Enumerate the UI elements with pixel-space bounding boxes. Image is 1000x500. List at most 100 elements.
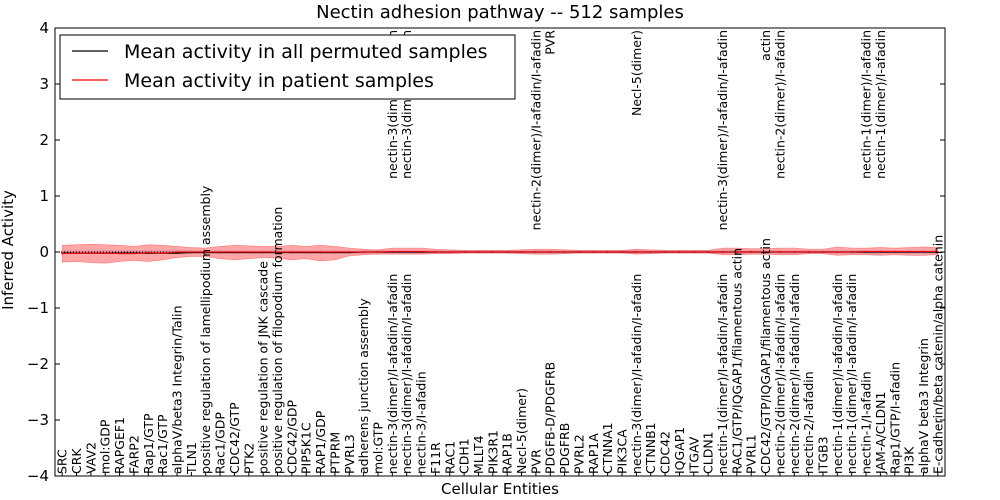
y-tick-label: −4 [27, 467, 49, 485]
y-tick-label: −2 [27, 355, 49, 373]
data-point-s1-44 [692, 251, 695, 253]
data-point-s1-20 [348, 251, 351, 253]
data-point-s1-50 [779, 251, 781, 253]
x-tick-label: positive regulation of filopodium format… [270, 207, 285, 474]
data-point-s1-49 [764, 251, 767, 253]
x-tick-label: nectin-1(dimer)/I-afadin/I-afadin [715, 274, 730, 474]
x-top-label: nectin-2(dimer)/I-afadin/I-afadin [528, 30, 543, 230]
x-tick-label: Rap1/GTP [141, 413, 156, 474]
y-axis-label: Inferred Activity [0, 190, 17, 310]
x-tick-label: RAC1 [442, 441, 457, 474]
data-point-s1-18 [319, 251, 322, 253]
data-point-s1-37 [592, 251, 595, 253]
x-top-label: Necl-5(dimer) [629, 30, 644, 116]
x-axis-label: Cellular Entities [441, 480, 559, 498]
data-point-s1-7 [161, 252, 164, 254]
x-tick-label: positive regulation of JNK cascade [256, 261, 271, 474]
x-tick-label: CDH1 [457, 438, 472, 474]
data-point-s1-45 [707, 251, 709, 253]
x-tick-label: PTPRM [327, 432, 342, 474]
data-point-s1-57 [879, 250, 882, 253]
x-tick-label: RAP1/GDP [313, 410, 328, 474]
x-tick-label: JAM-A/CLDN1 [873, 392, 888, 475]
data-point-s1-2 [90, 252, 92, 254]
data-point-s1-14 [262, 251, 264, 253]
x-tick-label: ITGAV [686, 436, 701, 474]
data-point-s1-8 [176, 251, 178, 253]
x-tick-label: Rap1/GTP/I-afadin [887, 362, 902, 474]
data-point-s1-55 [850, 251, 853, 253]
data-point-s1-23 [391, 250, 394, 253]
data-point-s1-25 [420, 250, 422, 253]
x-top-label: actin [758, 30, 773, 61]
x-tick-label: PVRL2 [571, 434, 586, 474]
x-tick-label: RAC1/GTP/IQGAP1/filamentous actin [729, 248, 744, 474]
x-tick-label: RAP1B [500, 433, 515, 474]
chart-title: Nectin adhesion pathway -- 512 samples [316, 2, 684, 23]
data-point-s1-40 [635, 251, 638, 253]
x-tick-label: TLN1 [184, 442, 199, 475]
data-point-s1-27 [448, 251, 451, 253]
data-point-s1-3 [104, 252, 107, 254]
data-point-s1-0 [61, 252, 63, 255]
x-tick-label: PTK2 [241, 443, 256, 474]
x-tick-label: CDC42/GTP/IQGAP1/filamentous actin [758, 238, 773, 474]
data-point-s1-42 [664, 251, 666, 253]
x-tick-label: CTNNA1 [600, 422, 615, 474]
legend-box [59, 34, 516, 100]
x-tick-label: PIK3R1 [485, 430, 500, 474]
x-tick-label: PVR [528, 449, 543, 474]
data-point-s1-39 [621, 251, 623, 253]
y-tick-label: −1 [27, 299, 49, 317]
data-point-s1-11 [219, 251, 221, 253]
data-point-s1-26 [434, 251, 437, 253]
x-tick-label: adherens junction assembly [356, 298, 371, 474]
data-point-s1-17 [305, 251, 308, 253]
x-top-label: nectin-2(dimer)/I-afadin [772, 30, 787, 179]
x-tick-label: mol:GTP [370, 422, 385, 474]
x-tick-label: Rac1/GDP [213, 412, 228, 474]
data-point-s1-10 [204, 251, 207, 253]
x-tick-label: Rac1/GTP [155, 414, 170, 474]
data-point-s1-35 [563, 251, 566, 253]
x-tick-label: F11R [428, 442, 443, 474]
x-tick-label: PVRL3 [342, 434, 357, 474]
data-point-s1-31 [506, 251, 508, 253]
x-tick-label: SRC [55, 449, 70, 474]
x-tick-label: MLLT4 [471, 435, 486, 474]
data-point-s1-61 [937, 250, 939, 253]
data-point-s1-48 [750, 251, 753, 253]
data-point-s1-12 [233, 251, 236, 253]
legend-label-patient: Mean activity in patient samples [124, 70, 434, 92]
x-tick-label: RAPGEF1 [112, 417, 127, 474]
x-tick-label: PIK3CA [615, 429, 630, 474]
x-tick-label: nectin-3/I-afadin [414, 371, 429, 474]
x-tick-label: nectin-3(dimer)/I-afadin/I-afadin [399, 274, 414, 474]
series-line-1 [62, 250, 938, 255]
data-point-s0-8 [176, 252, 178, 254]
data-point-s1-24 [405, 250, 408, 253]
x-tick-label: RAP1A [586, 433, 601, 474]
x-tick-label: nectin-1(dimer)/I-afadin/I-afadin [830, 274, 845, 474]
data-point-s1-60 [922, 250, 925, 253]
x-tick-label: PVRL1 [744, 434, 759, 474]
data-point-s1-36 [578, 251, 580, 253]
data-point-s1-58 [893, 250, 896, 253]
x-tick-label: FARP2 [126, 435, 141, 474]
data-point-s1-29 [477, 251, 480, 253]
data-point-s1-33 [535, 251, 537, 253]
x-top-label: PVR [543, 30, 558, 55]
x-top-label: nectin-1(dimer)/I-afadin [859, 30, 874, 179]
data-point-s1-43 [678, 251, 681, 253]
data-point-s1-28 [463, 251, 465, 253]
x-tick-label: CDC42/GTP [227, 402, 242, 474]
x-tick-label: CTNNB1 [643, 422, 658, 474]
x-tick-label: nectin-1(dimer)/I-afadin/I-afadin [844, 274, 859, 474]
data-point-s1-9 [190, 251, 193, 253]
x-tick-label: CDC42/GDP [284, 399, 299, 474]
data-point-s1-56 [865, 250, 867, 253]
data-point-s1-47 [736, 251, 738, 253]
data-point-s1-22 [377, 251, 379, 253]
x-tick-label: alphaV beta3 Integrin [916, 338, 931, 474]
data-point-s1-4 [118, 252, 121, 255]
